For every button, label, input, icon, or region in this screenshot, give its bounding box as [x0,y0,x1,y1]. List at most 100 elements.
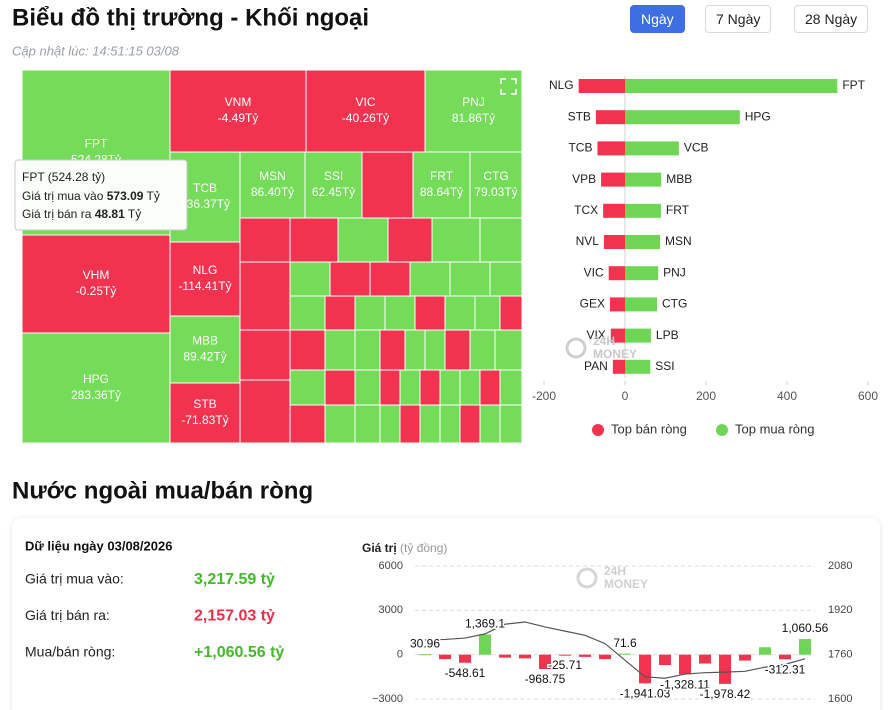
bar [499,654,511,658]
y2-tick-label: 1920 [828,604,852,616]
tile-value: 136.37Tỷ [180,197,230,211]
tooltip-label: Giá trị mua vào [22,189,104,203]
bar [612,359,625,374]
bar-category: VPB [572,172,596,186]
top-bar-chart: -200 0 200 400 600 NLG STB TCB VPB TCX NVL VIC GEX VI… [532,76,878,436]
bar-value-label: -1,328.11 [660,677,710,691]
tooltip-row: Giá trị mua vào 573.09 Tỷ [22,189,160,203]
bar [625,359,651,374]
chart-title: Giá trị (tỷ đồng) [362,541,447,555]
bar-category: PAN [584,359,608,373]
bar-category: NVL [576,234,600,248]
legend-swatch [716,424,728,436]
x-tick-label: -200 [532,389,556,403]
bar [439,654,451,660]
bar-category: VCB [684,141,709,155]
bar [625,172,662,187]
bar [595,110,625,125]
bar [597,141,625,156]
tile-name: VIC [355,95,375,109]
bar [578,79,625,93]
bar-category: CTG [662,297,687,311]
summary-value: 3,217.59 tỷ [194,571,275,588]
bar [625,141,679,156]
summary-date: Dữ liệu ngày 03/08/2026 [25,538,172,553]
bar [679,654,691,675]
bar [659,654,671,666]
x-tick-label: 0 [622,389,629,403]
index-line [424,621,806,679]
bar [419,654,431,656]
tile-value: 88.64Tỷ [420,185,463,199]
bar [759,647,771,655]
bar-value-label: 71.6 [613,636,637,650]
tooltip-unit: Tỷ [128,207,141,221]
tile [304,151,363,219]
chart-title-main: Giá trị [362,541,397,555]
bar [519,654,531,659]
bar [619,653,631,655]
bar-value-label: 1,060.56 [782,621,829,635]
tile-name: TCB [193,181,217,195]
tile-name: VNM [225,95,252,109]
tile [469,151,523,219]
bar-category: TCX [574,203,598,217]
watermark-logo [576,567,598,589]
treemap-minor-tiles [289,217,523,444]
tile-name: MSN [259,169,286,183]
bar-value-label: -1,978.42 [700,687,751,701]
watermark: 24H [604,564,626,578]
tile-name: STB [193,397,216,411]
bar-value-label: -1,941.03 [620,687,671,701]
tile-value: 283.36Tỷ [71,388,121,402]
bar [625,110,740,125]
bar [599,654,611,660]
tile-name: HPG [83,372,109,386]
summary-value: 2,157.03 tỷ [194,608,275,625]
tile-value: -71.83Tỷ [181,413,228,427]
tile-name: PNJ [462,95,485,109]
tooltip-label: Giá trị bán ra [22,207,92,221]
bar [719,654,731,684]
bar [610,297,625,312]
bar [625,203,661,218]
bar-category: FRT [666,203,690,217]
legend-label: Top bán ròng [611,421,687,436]
y2-tick-label: 1600 [828,693,852,705]
tab[interactable]: 28 Ngày [794,5,869,33]
expand-icon[interactable] [500,78,517,95]
bar-category: MSN [665,234,692,248]
bar-value-label: -25.71 [548,658,582,672]
bar [539,654,551,669]
bar-category: TCB [568,141,592,155]
tile-value: -4.49Tỷ [218,111,259,125]
bar-category: VIX [586,328,605,342]
bar [739,654,751,661]
tooltip-box [14,159,188,231]
tile-name: FPT [85,137,108,151]
tile-name: MBB [192,334,218,348]
tab[interactable]: Ngày [630,5,685,33]
tile-value: -114.41Tỷ [178,279,231,293]
tile [169,241,241,317]
tooltip-value: 573.09 [107,189,144,203]
summary-rows: Giá trị mua vào: 3,217.59 tỷ Giá trị bán r… [25,571,284,662]
tab[interactable]: 7 Ngày [705,5,772,33]
tile-name: CTG [483,169,508,183]
tile-name: NLG [193,263,218,277]
page-title: Biểu đồ thị trường - Khối ngoại [12,4,369,31]
tooltip: FPT (524.28 tỷ) Giá trị mua vào 573.09 T… [14,159,188,231]
bar-category: PNJ [663,265,686,279]
tile-value: 89.42Tỷ [183,350,226,364]
bar [610,328,625,343]
bar [459,654,471,663]
bar-category: FPT [842,78,865,92]
summary-label: Giá trị bán ra: [25,607,110,623]
x-tick-label: 400 [777,389,797,403]
section-title: Nước ngoài mua/bán ròng [12,477,313,504]
y-tick-label: 0 [397,649,403,661]
tile-value: 81.86Tỷ [452,111,495,125]
tile-name: VHM [83,268,110,282]
